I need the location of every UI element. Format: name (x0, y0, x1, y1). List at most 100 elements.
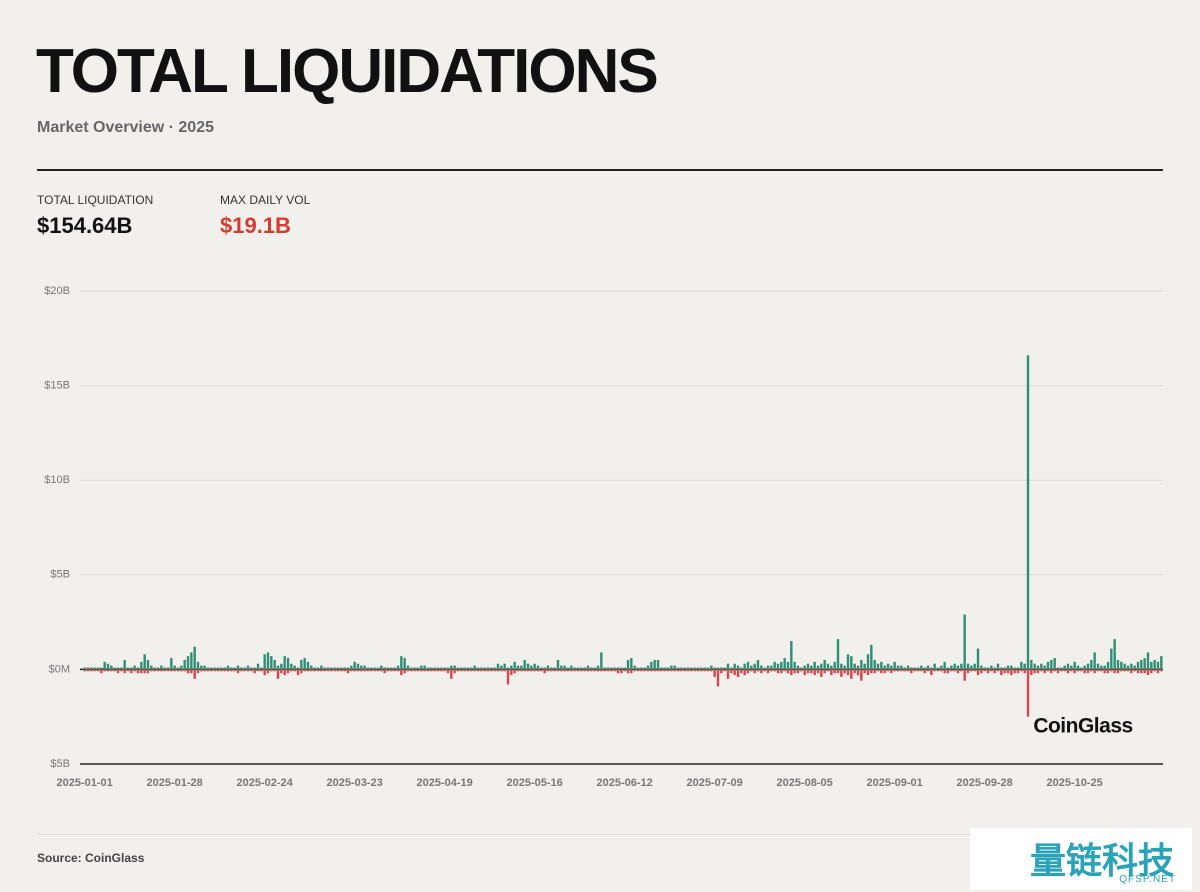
bar (1130, 663, 1133, 670)
bar (323, 667, 326, 670)
bar (136, 667, 140, 670)
bar (753, 669, 756, 674)
bar (803, 669, 806, 676)
bar (373, 669, 376, 672)
bar (696, 667, 700, 670)
bar (390, 667, 393, 670)
bar (483, 669, 486, 672)
bar (333, 669, 336, 672)
bar (520, 669, 523, 672)
bar (576, 669, 580, 672)
bar (393, 669, 396, 672)
bar (996, 663, 1000, 670)
bar (153, 667, 156, 670)
bar (600, 669, 603, 672)
bar (420, 665, 423, 670)
bar (1093, 669, 1096, 674)
bar (170, 658, 173, 670)
bar (973, 669, 976, 672)
bar (986, 669, 990, 674)
bar (250, 667, 253, 670)
bar (1160, 656, 1163, 670)
bar (150, 665, 153, 670)
bar (536, 665, 540, 670)
bar (620, 667, 623, 670)
bar (503, 669, 506, 672)
bar (233, 669, 236, 672)
bar (106, 669, 110, 672)
bar (526, 663, 530, 670)
bar (703, 669, 706, 672)
bar (643, 667, 646, 670)
bar (730, 667, 733, 670)
bar (103, 669, 106, 672)
bar (376, 667, 380, 670)
bar (1056, 667, 1060, 670)
bar (213, 667, 216, 670)
bar (253, 669, 256, 674)
bar (870, 669, 873, 674)
bar (533, 663, 536, 670)
bar (1130, 669, 1133, 674)
bar (273, 659, 276, 670)
bar (320, 665, 323, 670)
bar (323, 669, 326, 672)
bar (703, 667, 706, 670)
bar (296, 669, 300, 676)
bar (893, 669, 896, 672)
bar (253, 667, 256, 670)
bar (726, 669, 730, 679)
bar (1086, 669, 1090, 674)
bar (943, 661, 946, 670)
bar (846, 669, 850, 676)
bar (906, 669, 910, 672)
bar (720, 667, 723, 670)
bar (256, 669, 260, 672)
bar (160, 665, 163, 670)
bar (950, 665, 953, 670)
bar (1050, 659, 1053, 670)
bar (976, 648, 980, 670)
bar (863, 669, 866, 674)
bar (590, 669, 593, 672)
bar (356, 669, 360, 672)
bar (386, 669, 390, 672)
bar (623, 667, 626, 670)
bar (1006, 669, 1010, 674)
stat-value: $19.1B (220, 213, 291, 238)
bar (380, 669, 383, 672)
bar (616, 667, 620, 670)
bar (283, 669, 286, 676)
bar (1046, 661, 1050, 670)
bar (433, 669, 436, 672)
bar (296, 667, 300, 670)
bar (833, 669, 836, 674)
bar (243, 669, 246, 672)
bar (483, 667, 486, 670)
bar (930, 669, 933, 676)
bar (1063, 665, 1066, 670)
bar (1086, 663, 1090, 670)
bar (266, 652, 270, 670)
bar (340, 669, 343, 672)
bar (1116, 669, 1120, 674)
bar (293, 665, 296, 670)
bar (1033, 669, 1036, 674)
bar (450, 665, 453, 670)
bar (166, 667, 170, 670)
bar (656, 669, 660, 672)
bar (1150, 661, 1153, 670)
bar (636, 667, 640, 670)
source: Source: CoinGlass (37, 851, 145, 865)
bar (1100, 669, 1103, 672)
bar (850, 669, 853, 679)
stat-label: TOTAL LIQUIDATION (37, 193, 154, 207)
bar (806, 663, 810, 670)
bar (1000, 669, 1003, 676)
bar (1113, 669, 1116, 674)
bar (123, 669, 126, 674)
bar (746, 669, 750, 674)
x-tick-label: 2025-09-01 (867, 777, 923, 789)
x-tick-label: 2025-02-24 (237, 777, 294, 789)
